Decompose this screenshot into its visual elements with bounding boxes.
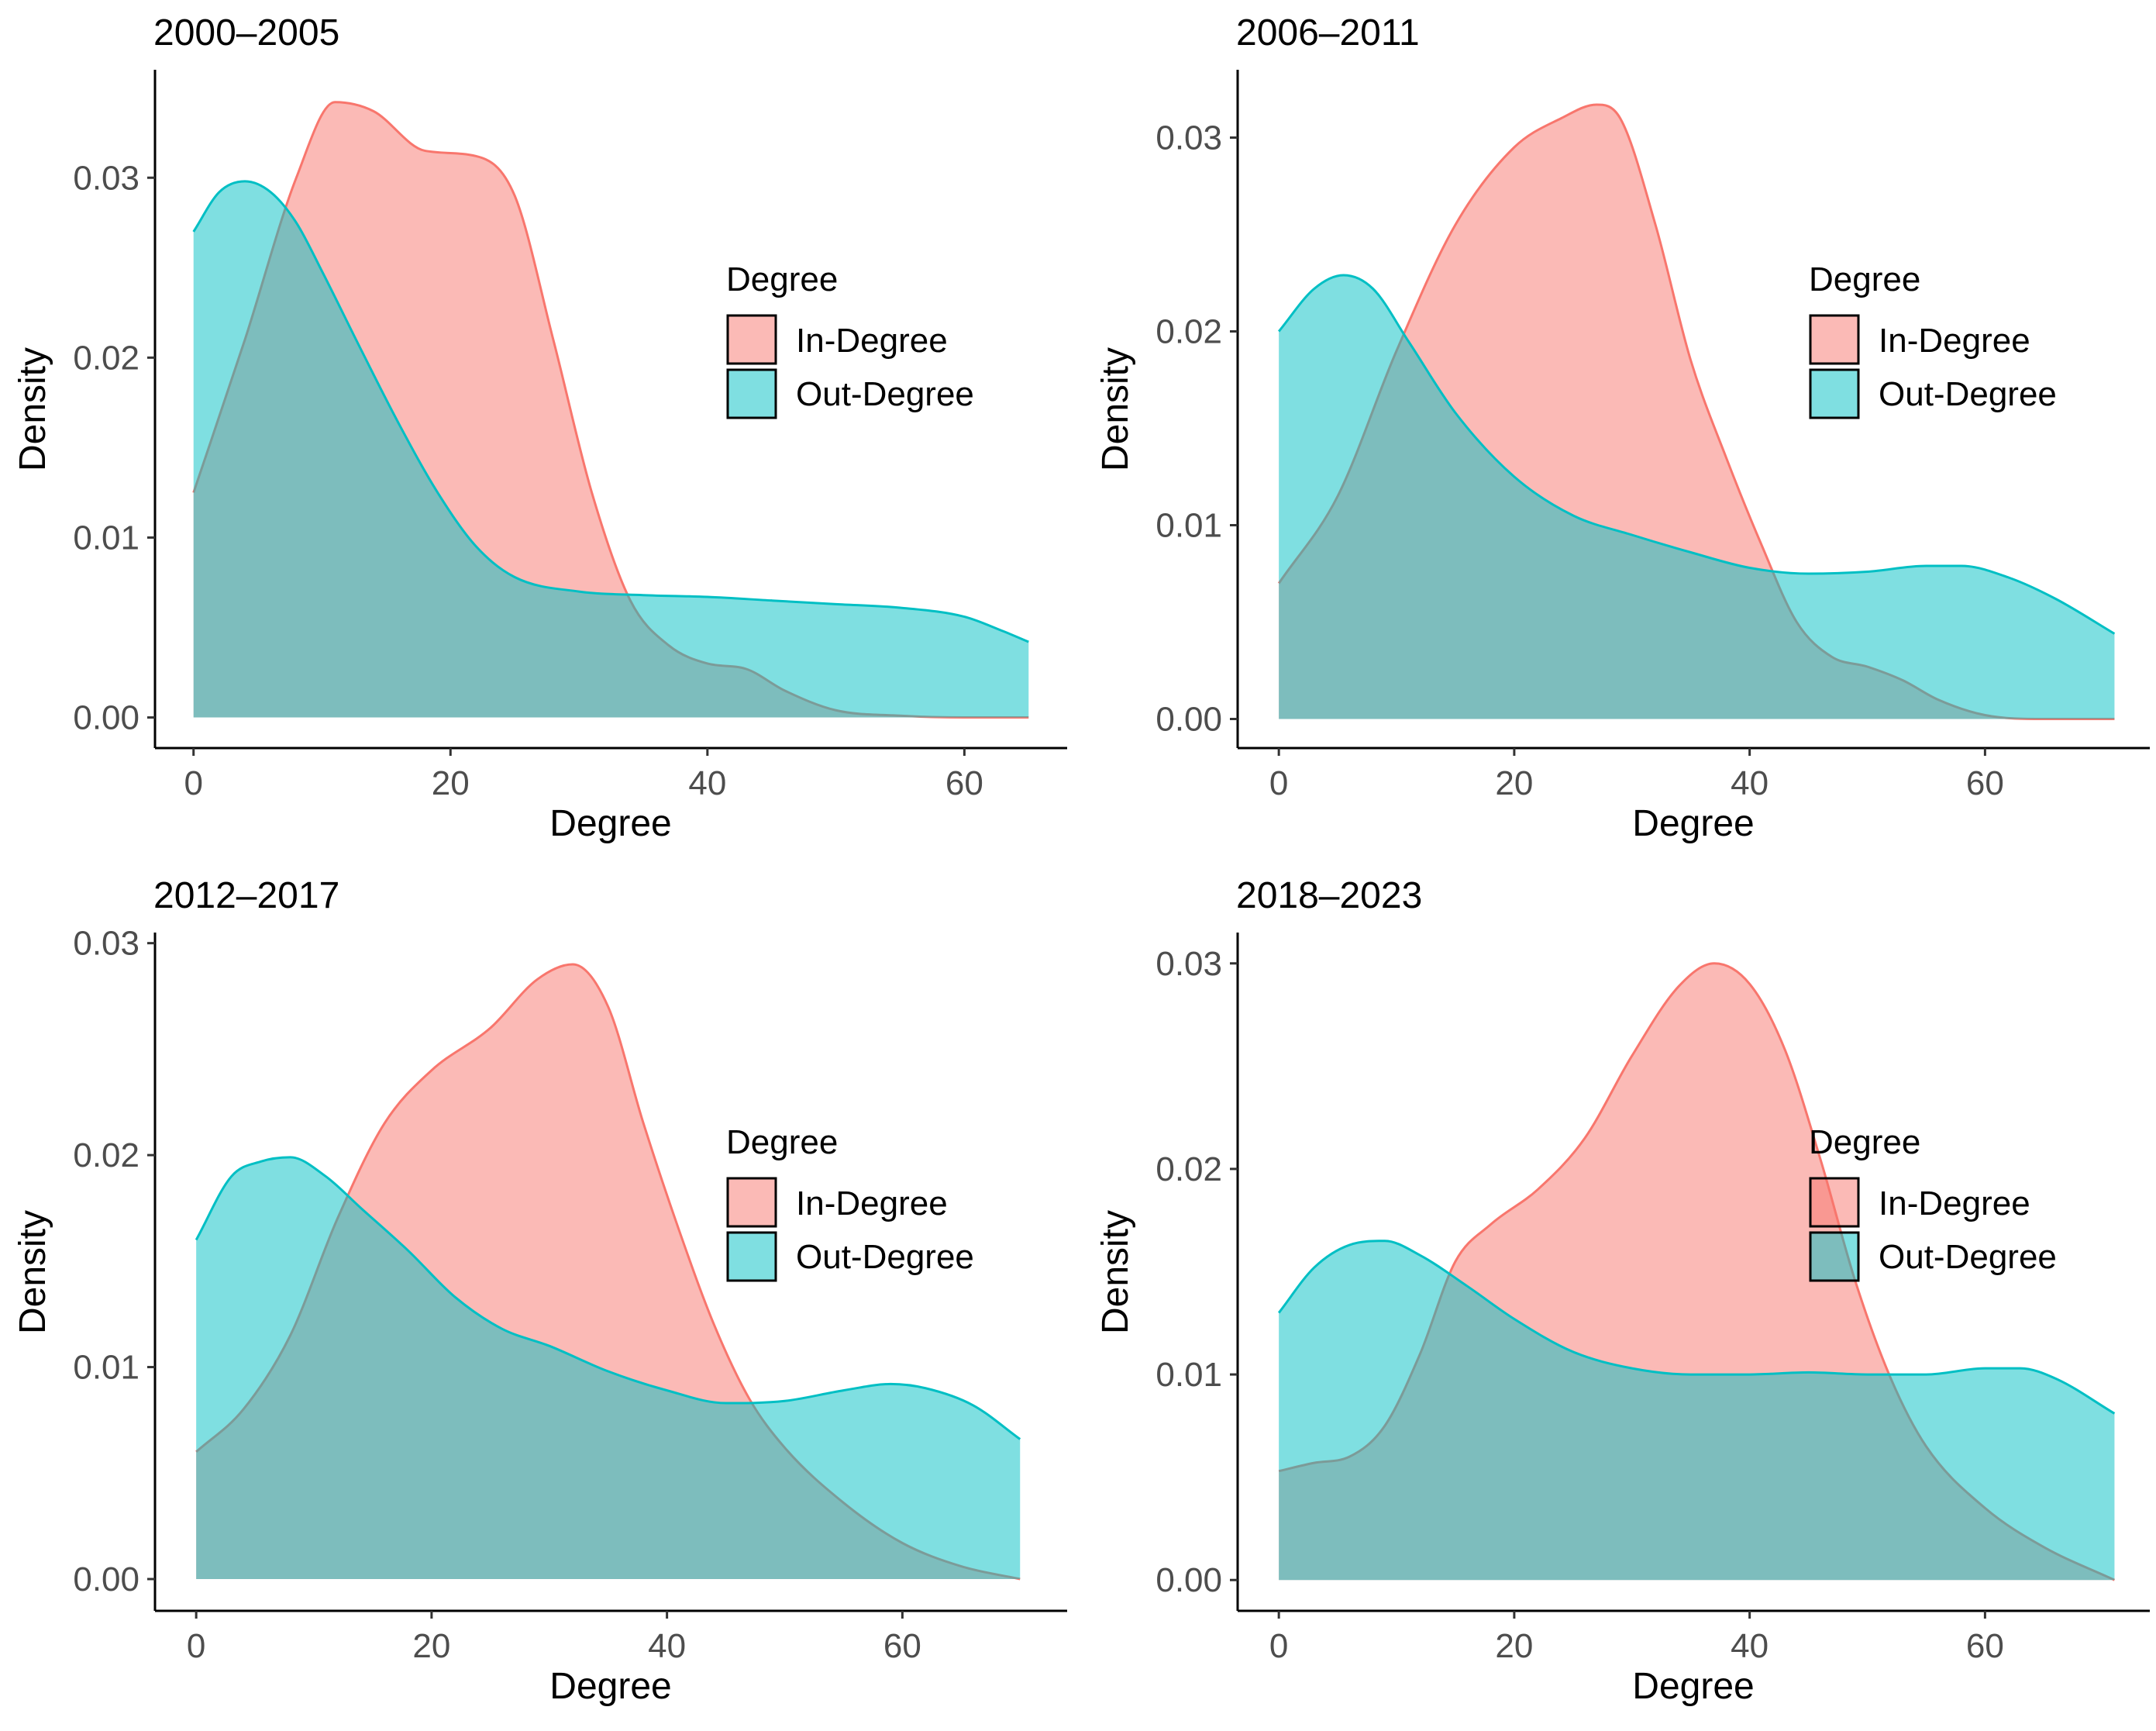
plot-area bbox=[1277, 103, 2116, 721]
y-axis-ticks: 0.00 0.01 0.02 0.03 bbox=[73, 925, 155, 1598]
density-area-out-degree bbox=[1279, 1240, 2115, 1581]
legend-title: Degree bbox=[1809, 1123, 1920, 1161]
y-tick-label: 0.00 bbox=[1155, 1561, 1222, 1599]
y-tick-label: 0.00 bbox=[1155, 701, 1222, 739]
y-tick-label: 0.03 bbox=[1155, 945, 1222, 983]
x-axis-ticks: 0 20 40 60 bbox=[1269, 748, 2004, 802]
legend-key-in-degree bbox=[1809, 314, 1860, 365]
density-line-out-degree bbox=[195, 1156, 1021, 1440]
y-axis-ticks: 0.00 0.01 0.02 0.03 bbox=[1155, 945, 1238, 1599]
y-axis-ticks: 0.00 0.01 0.02 0.03 bbox=[1155, 119, 1238, 739]
y-tick-label: 0.02 bbox=[1155, 1150, 1222, 1188]
legend: Degree In-Degree Out-Degree bbox=[1809, 260, 2057, 419]
legend-title: Degree bbox=[726, 1123, 838, 1161]
legend-label-out-degree: Out-Degree bbox=[796, 1238, 974, 1276]
legend-label-out-degree: Out-Degree bbox=[1879, 375, 2057, 413]
x-tick-label: 20 bbox=[432, 764, 470, 802]
x-axis-ticks: 0 20 40 60 bbox=[187, 1611, 921, 1665]
y-axis-title: Density bbox=[12, 1210, 53, 1334]
y-tick-label: 0.01 bbox=[1155, 1356, 1222, 1394]
legend: Degree In-Degree Out-Degree bbox=[1809, 1123, 2057, 1282]
y-tick-label: 0.03 bbox=[1155, 119, 1222, 157]
legend-label-in-degree: In-Degree bbox=[1879, 322, 2030, 360]
y-tick-label: 0.02 bbox=[73, 1136, 139, 1174]
x-tick-label: 40 bbox=[688, 764, 726, 802]
density-line-out-degree bbox=[1277, 274, 2116, 635]
legend-title: Degree bbox=[1809, 260, 1920, 298]
y-tick-label: 0.01 bbox=[1155, 507, 1222, 545]
panel-title: 2000–2005 bbox=[153, 12, 339, 53]
y-tick-label: 0.02 bbox=[73, 339, 139, 377]
x-axis-title: Degree bbox=[549, 803, 671, 844]
density-line-out-degree bbox=[1277, 1240, 2116, 1415]
panel-2018-2023: 2018–2023 0 20 40 60 0.00 0.01 0.02 0.03 Degre… bbox=[1095, 875, 2150, 1707]
density-area-out-degree bbox=[196, 1157, 1021, 1579]
x-tick-label: 0 bbox=[187, 1627, 205, 1665]
x-tick-label: 60 bbox=[883, 1627, 921, 1665]
x-tick-label: 0 bbox=[1269, 764, 1288, 802]
x-tick-label: 60 bbox=[1966, 1627, 2004, 1665]
legend: Degree In-Degree Out-Degree bbox=[726, 260, 974, 419]
panel-title: 2012–2017 bbox=[153, 875, 339, 916]
x-axis-title: Degree bbox=[1632, 803, 1754, 844]
plot-area bbox=[195, 963, 1021, 1581]
x-axis-title: Degree bbox=[549, 1666, 671, 1707]
plot-area bbox=[1277, 962, 2116, 1581]
x-axis-ticks: 0 20 40 60 bbox=[1269, 1611, 2004, 1665]
legend-key-out-degree bbox=[1809, 1231, 1860, 1282]
x-axis-title: Degree bbox=[1632, 1666, 1754, 1707]
density-line-out-degree bbox=[192, 180, 1029, 643]
y-tick-label: 0.03 bbox=[73, 159, 139, 197]
legend-label-in-degree: In-Degree bbox=[796, 1184, 948, 1222]
x-tick-label: 40 bbox=[1731, 764, 1769, 802]
plot-area bbox=[192, 101, 1029, 719]
legend-key-out-degree bbox=[726, 1231, 777, 1282]
x-tick-label: 20 bbox=[1495, 764, 1533, 802]
x-tick-label: 40 bbox=[648, 1627, 686, 1665]
legend-title: Degree bbox=[726, 260, 838, 298]
legend-key-in-degree bbox=[726, 314, 777, 365]
y-axis-title: Density bbox=[12, 347, 53, 471]
x-tick-label: 0 bbox=[184, 764, 202, 802]
legend-key-in-degree bbox=[726, 1177, 777, 1228]
y-tick-label: 0.00 bbox=[73, 1560, 139, 1598]
y-tick-label: 0.00 bbox=[73, 699, 139, 737]
y-tick-label: 0.01 bbox=[73, 519, 139, 557]
y-axis-title: Density bbox=[1095, 347, 1136, 471]
y-axis-ticks: 0.00 0.01 0.02 0.03 bbox=[73, 159, 155, 737]
x-tick-label: 60 bbox=[1966, 764, 2004, 802]
y-tick-label: 0.03 bbox=[73, 925, 139, 963]
legend: Degree In-Degree Out-Degree bbox=[726, 1123, 974, 1282]
panel-2000-2005: 2000–2005 0 20 40 60 0.00 0.01 0.02 0.03 Degre… bbox=[12, 12, 1067, 844]
legend-label-in-degree: In-Degree bbox=[796, 322, 948, 360]
legend-label-out-degree: Out-Degree bbox=[796, 375, 974, 413]
x-tick-label: 60 bbox=[945, 764, 983, 802]
legend-label-out-degree: Out-Degree bbox=[1879, 1238, 2057, 1276]
density-area-out-degree bbox=[193, 181, 1029, 718]
x-tick-label: 20 bbox=[1495, 1627, 1533, 1665]
y-tick-label: 0.01 bbox=[73, 1349, 139, 1387]
y-tick-label: 0.02 bbox=[1155, 313, 1222, 351]
panel-title: 2018–2023 bbox=[1236, 875, 1422, 916]
panel-2012-2017: 2012–2017 0 20 40 60 0.00 0.01 0.02 0.03 Degre… bbox=[12, 875, 1067, 1707]
x-tick-label: 0 bbox=[1269, 1627, 1288, 1665]
density-area-out-degree bbox=[1279, 275, 2115, 719]
x-tick-label: 40 bbox=[1731, 1627, 1769, 1665]
x-tick-label: 20 bbox=[412, 1627, 450, 1665]
legend-key-out-degree bbox=[726, 368, 777, 419]
x-axis-ticks: 0 20 40 60 bbox=[184, 748, 983, 802]
y-axis-title: Density bbox=[1095, 1210, 1136, 1334]
panel-title: 2006–2011 bbox=[1236, 12, 1420, 53]
panel-2006-2011: 2006–2011 0 20 40 60 0.00 0.01 0.02 0.03 Degre… bbox=[1095, 12, 2150, 844]
legend-label-in-degree: In-Degree bbox=[1879, 1184, 2030, 1222]
legend-key-in-degree bbox=[1809, 1177, 1860, 1228]
legend-key-out-degree bbox=[1809, 368, 1860, 419]
